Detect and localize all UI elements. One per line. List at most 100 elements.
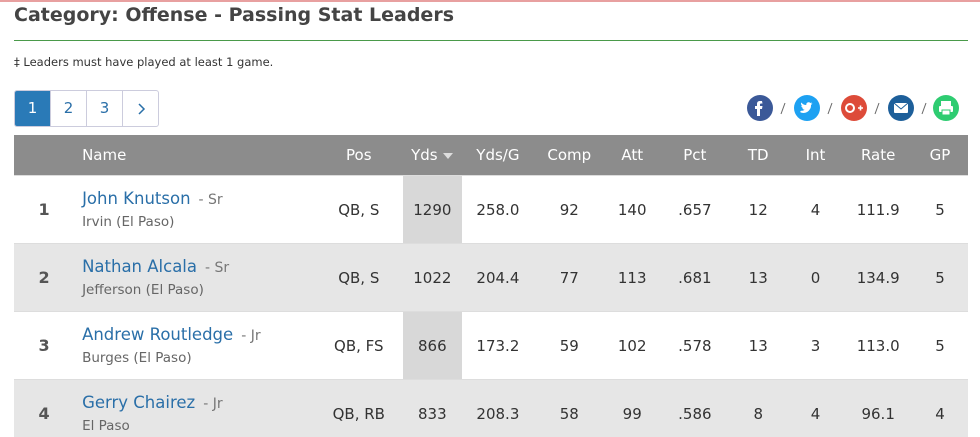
column-header[interactable]: Name — [74, 135, 315, 176]
player-cell: Andrew Routledge - Jr Burges (El Paso) — [74, 311, 315, 380]
stat-cell: 102 — [604, 311, 660, 380]
next-button[interactable] — [123, 91, 158, 126]
column-label: GP — [929, 146, 951, 164]
googleplus-icon[interactable] — [841, 95, 867, 121]
stat-cell: 134.9 — [844, 243, 912, 312]
email-icon[interactable] — [888, 95, 914, 121]
player-line: Gerry Chairez - Jr — [82, 393, 314, 412]
player-school: Irvin (El Paso) — [82, 214, 175, 230]
stat-cell: 0 — [786, 243, 845, 312]
player-class: - Jr — [241, 328, 261, 344]
page-button[interactable]: 3 — [87, 91, 123, 126]
column-label: Att — [621, 146, 644, 164]
rank-header — [14, 135, 75, 176]
stat-cell: 13 — [729, 311, 787, 380]
player-row: 1 John Knutson - Sr Irvin (El Paso) QB, S 129… — [14, 175, 968, 244]
player-class: - Sr — [198, 192, 223, 208]
column-header[interactable]: Rate — [844, 135, 912, 176]
stat-cell: 140 — [604, 175, 660, 244]
player-school: El Paso — [82, 418, 130, 434]
column-label: Pos — [346, 146, 372, 164]
column-header[interactable]: Int — [786, 135, 845, 176]
stat-cell: 208.3 — [461, 379, 535, 437]
column-label: Yds/G — [476, 146, 520, 164]
column-header[interactable]: Yds/G — [461, 135, 535, 176]
player-line: Nathan Alcala - Sr — [82, 257, 314, 276]
top-border — [0, 0, 980, 2]
column-header[interactable]: Comp — [534, 135, 605, 176]
stat-cell: 1290 — [402, 175, 462, 244]
title-rule — [14, 40, 968, 41]
stat-cell: 5 — [911, 175, 968, 244]
column-header[interactable]: Pos — [314, 135, 403, 176]
stat-cell: QB, S — [314, 243, 403, 312]
rank: 4 — [14, 379, 75, 437]
column-label: Int — [805, 146, 826, 164]
stat-cell: 96.1 — [844, 379, 912, 437]
stat-cell: QB, FS — [314, 311, 403, 380]
page-button[interactable]: 2 — [51, 91, 87, 126]
stat-cell: .657 — [659, 175, 730, 244]
column-header[interactable]: Att — [604, 135, 660, 176]
player-cell: John Knutson - Sr Irvin (El Paso) — [74, 175, 315, 244]
separator — [921, 102, 927, 115]
stat-cell: 113.0 — [844, 311, 912, 380]
separator — [827, 102, 833, 115]
stat-cell: 8 — [729, 379, 787, 437]
stat-cell: 99 — [604, 379, 660, 437]
column-header[interactable]: Yds — [402, 135, 462, 176]
column-label: Rate — [860, 146, 896, 164]
separator — [780, 102, 786, 115]
player-school: Burges (El Paso) — [82, 350, 192, 366]
separator — [874, 102, 880, 115]
stat-cell: 58 — [534, 379, 605, 437]
stat-cell: 92 — [534, 175, 605, 244]
column-header[interactable]: GP — [911, 135, 968, 176]
stat-cell: 4 — [786, 175, 845, 244]
note: ‡ Leaders must have played at least 1 ga… — [14, 55, 274, 69]
share-icons — [747, 95, 959, 121]
twitter-icon[interactable] — [794, 95, 820, 121]
stat-cell: 3 — [786, 311, 845, 380]
stat-cell: 258.0 — [461, 175, 535, 244]
column-header[interactable]: Pct — [659, 135, 730, 176]
player-line: John Knutson - Sr — [82, 189, 314, 208]
stat-cell: 113 — [604, 243, 660, 312]
column-label: Pct — [683, 146, 707, 164]
player-class: - Sr — [205, 260, 230, 276]
player-class: - Jr — [203, 396, 223, 412]
column-label: TD — [747, 146, 769, 164]
stat-cell: .681 — [659, 243, 730, 312]
player-line: Andrew Routledge - Jr — [82, 325, 314, 344]
column-label: Yds — [411, 146, 438, 164]
rank: 3 — [14, 311, 75, 380]
stat-cell: 5 — [911, 311, 968, 380]
rank: 2 — [14, 243, 75, 312]
player-name[interactable]: Gerry Chairez — [82, 393, 196, 412]
stat-cell: 12 — [729, 175, 787, 244]
stat-cell: .578 — [659, 311, 730, 380]
player-name[interactable]: John Knutson — [82, 189, 191, 208]
column-label: Comp — [547, 146, 592, 164]
player-name[interactable]: Andrew Routledge — [82, 325, 234, 344]
stat-cell: 1022 — [402, 243, 462, 312]
player-row: 2 Nathan Alcala - Sr Jefferson (El Paso) QB,… — [14, 243, 968, 312]
stat-cell: QB, S — [314, 175, 403, 244]
player-name[interactable]: Nathan Alcala — [82, 257, 198, 276]
print-icon[interactable] — [933, 95, 959, 121]
page-button[interactable]: 1 — [15, 91, 51, 126]
stat-cell: QB, RB — [314, 379, 403, 437]
column-header[interactable]: TD — [729, 135, 787, 176]
stat-cell: 5 — [911, 243, 968, 312]
stat-cell: 866 — [402, 311, 462, 380]
facebook-icon[interactable] — [747, 95, 773, 121]
player-cell: Gerry Chairez - Jr El Paso — [74, 379, 315, 437]
stat-cell: 77 — [534, 243, 605, 312]
stat-cell: 833 — [402, 379, 462, 437]
player-row: 3 Andrew Routledge - Jr Burges (El Paso) QB,… — [14, 311, 968, 380]
stat-cell: 4 — [911, 379, 968, 437]
stat-cell: 173.2 — [461, 311, 535, 380]
stat-cell: 4 — [786, 379, 845, 437]
column-label: Name — [82, 146, 127, 164]
